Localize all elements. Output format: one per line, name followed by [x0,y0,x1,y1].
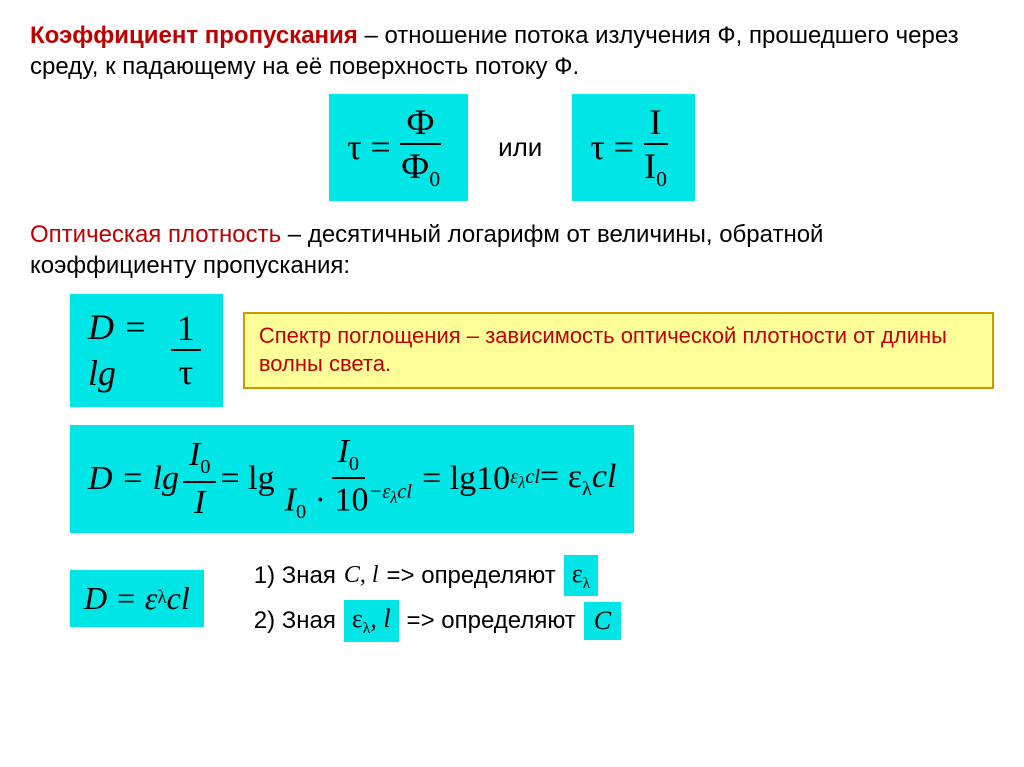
tau-phi-den: Ф0 [395,145,446,191]
tau-i-lhs: τ = [590,124,634,171]
formula-row-tau: τ = Ф Ф0 или τ = I I0 [30,94,994,201]
list-line-1: 1) Зная C, l => определяют ελ [254,555,621,596]
d-exp-frac1: I0 I [183,438,217,519]
formula-tau-i: τ = I I0 [572,94,695,201]
absorption-spectrum-box: Спектр поглощения – зависимость оптическ… [243,312,994,389]
definition-optical-density: Оптическая плотность – десятичный логари… [30,219,994,281]
tau-i-num: I [644,104,668,145]
term-optical-density: Оптическая плотность [30,221,281,248]
d-exp-eq2: = lg10 [422,457,510,501]
d-exp-frac2: I0 I0 · 10−ελcl [279,435,418,523]
formula-d-expanded: D = lg I0 I = lg I0 I0 · 10−ελcl = lg10ε… [70,425,634,533]
d-den: τ [173,351,199,390]
d-frac: 1 τ [171,310,201,390]
term-absorption-spectrum: Спектр поглощения [259,323,461,348]
knowing-list: 1) Зная C, l => определяют ελ 2) Зная ελ… [254,551,621,646]
tau-phi-lhs: τ = [347,124,391,171]
l2-b: => определяют [407,605,576,636]
d-exp-frac1-num: I0 [183,438,217,482]
l2-result: C [584,602,621,640]
l1-a: 1) Зная [254,560,336,591]
or-text: или [498,131,542,165]
d-exp-frac1-den: I [188,483,211,520]
l1-vars: C, l [344,560,379,591]
row-d-and-yellow: D = lg 1 τ Спектр поглощения – зависимос… [70,294,994,408]
l1-b: => определяют [387,560,556,591]
d-exp-sup2: ελcl [510,464,540,493]
d-short-sub: λ [157,586,166,611]
definition-transmission: Коэффициент пропускания – отношение пото… [30,20,994,82]
term-transmission: Коэффициент пропускания [30,22,358,49]
d-exp-lhs: D = lg [88,457,179,501]
d-short-tail: cl [167,578,190,620]
tau-phi-num: Ф [400,104,440,145]
d-num: 1 [171,310,201,351]
d-exp-final: = ελcl [540,455,616,502]
tau-i-den: I0 [638,145,673,191]
d-short-text: D = ε [84,578,157,620]
formula-tau-phi: τ = Ф Ф0 [329,94,468,201]
l2-vars: ελ, l [344,600,399,641]
bottom-row: D = ελcl 1) Зная C, l => определяют ελ 2… [70,551,994,646]
d-exp-eq1: = lg [220,457,274,501]
l2-a: 2) Зная [254,605,336,636]
tau-i-frac: I I0 [638,104,673,191]
formula-d-log: D = lg 1 τ [70,294,223,408]
d-exp-frac2-den: I0 · 10−ελcl [279,479,418,523]
formula-d-short: D = ελcl [70,570,204,628]
d-lhs: D = lg [88,304,167,398]
list-line-2: 2) Зная ελ, l => определяют C [254,600,621,641]
l1-result: ελ [564,555,598,596]
tau-phi-frac: Ф Ф0 [395,104,446,191]
d-exp-frac2-num: I0 [332,435,366,479]
